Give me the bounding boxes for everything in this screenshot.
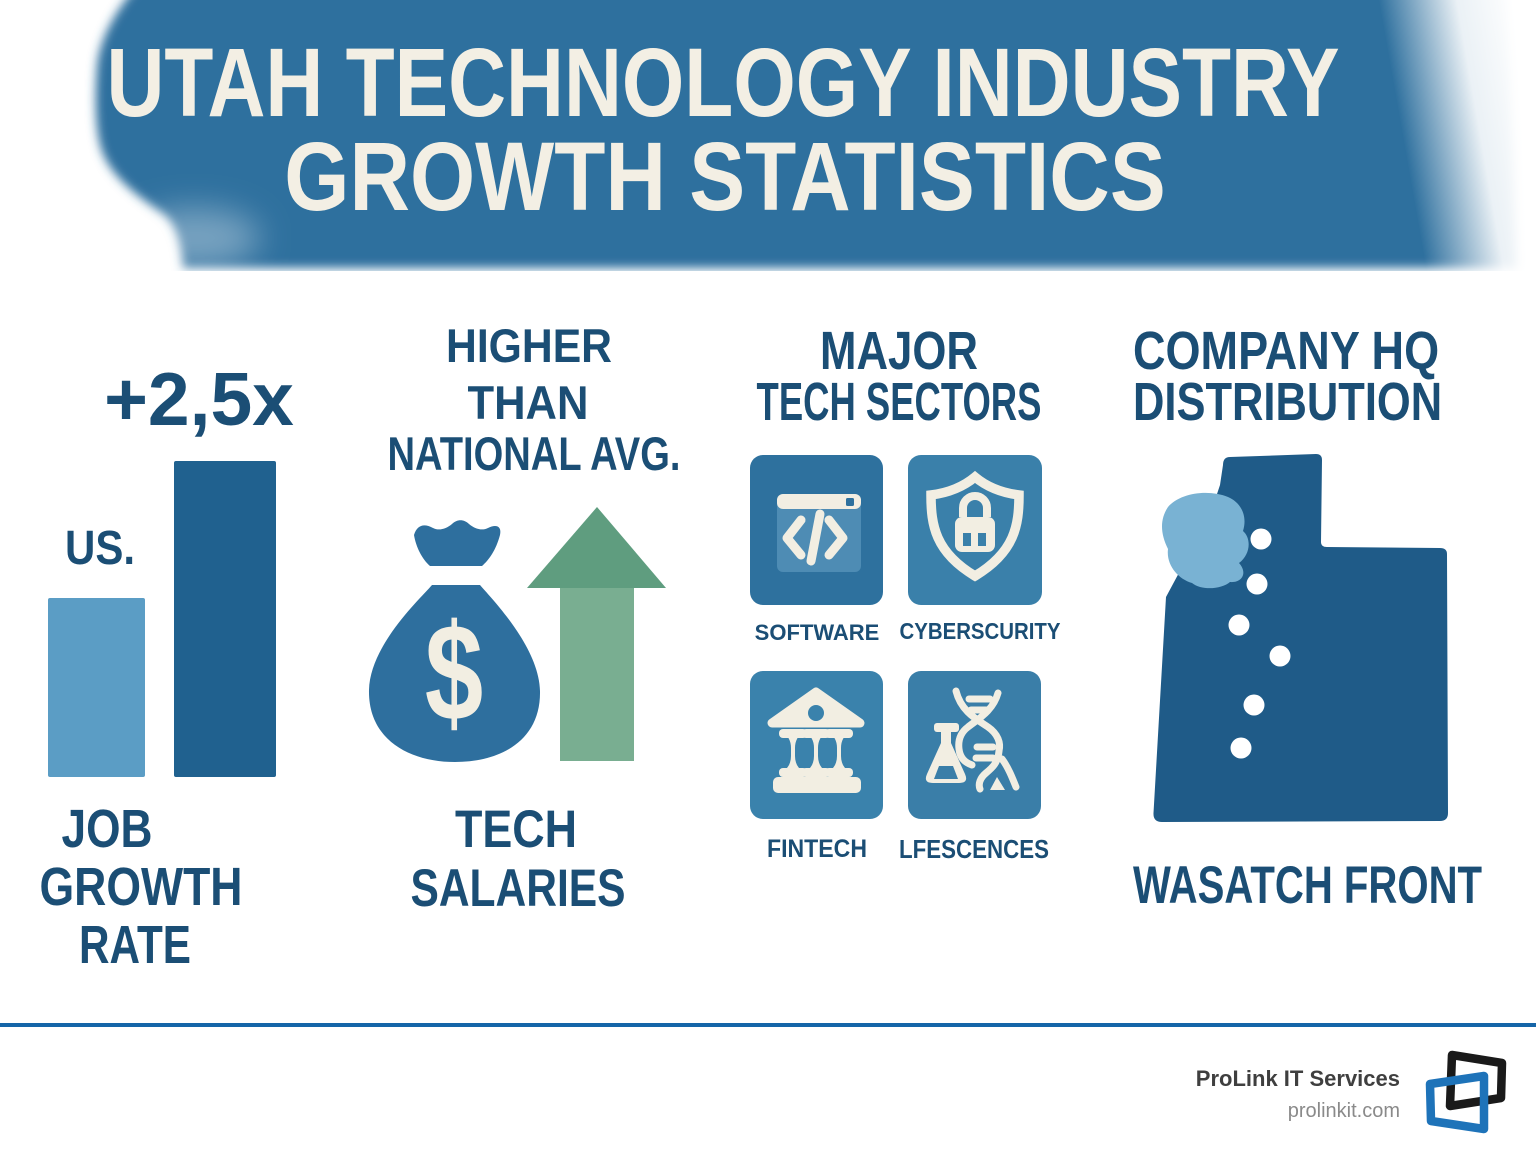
svg-text:$: $ xyxy=(425,595,483,749)
